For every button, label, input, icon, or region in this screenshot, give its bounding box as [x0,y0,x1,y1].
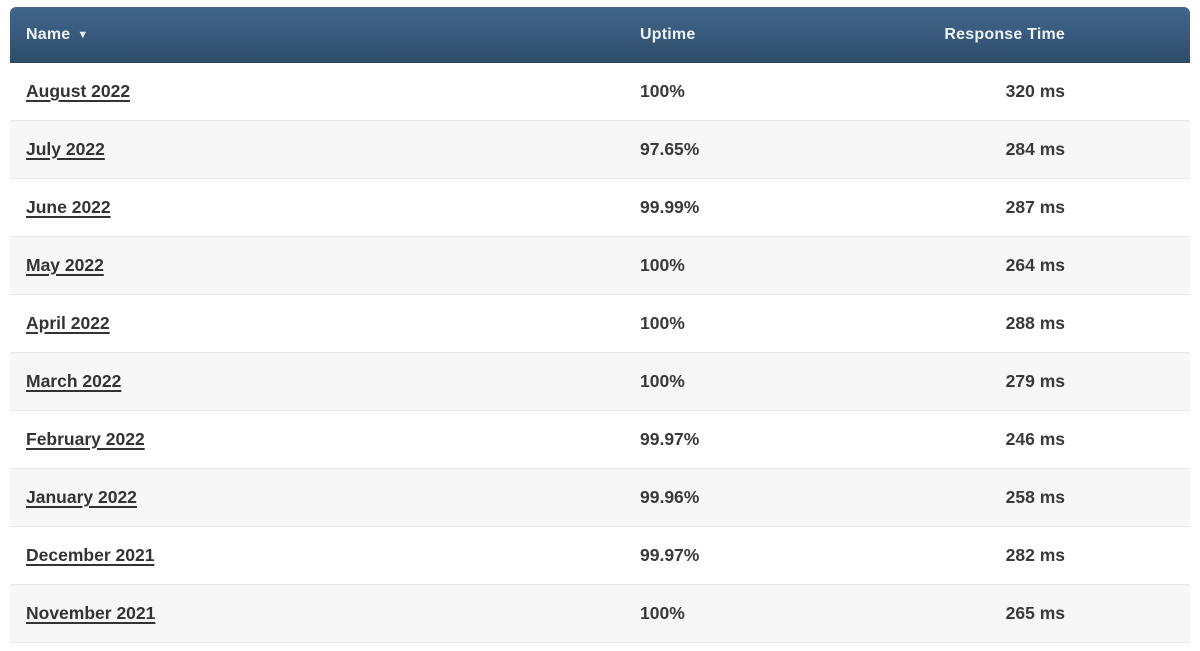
month-cell: January 2022 [10,487,640,508]
column-header-name-label: Name [26,25,71,43]
uptime-cell: 100% [640,371,685,391]
month-cell: May 2022 [10,255,640,276]
response-time-cell: 284 ms [1005,139,1065,159]
table-row: December 2021 99.97% 282 ms [10,527,1190,585]
column-header-response-time[interactable]: Response Time [944,25,1065,43]
month-link[interactable]: January 2022 [26,487,137,507]
uptime-cell: 99.97% [640,545,700,565]
table-row: August 2022 100% 320 ms [10,63,1190,121]
table-body: August 2022 100% 320 ms July 2022 97.65% 284 … [10,63,1190,643]
uptime-cell: 99.97% [640,429,700,449]
table-row: April 2022 100% 288 ms [10,295,1190,353]
uptime-cell: 100% [640,313,685,333]
table-row: January 2022 99.96% 258 ms [10,469,1190,527]
month-cell: June 2022 [10,197,640,218]
uptime-cell: 99.99% [640,197,700,217]
month-link[interactable]: April 2022 [26,313,110,333]
month-link[interactable]: August 2022 [26,81,131,101]
response-time-cell: 264 ms [1005,255,1065,275]
month-link[interactable]: December 2021 [26,545,155,565]
month-link[interactable]: February 2022 [26,429,145,449]
response-time-cell: 265 ms [1005,603,1065,623]
month-cell: April 2022 [10,313,640,334]
table-header-row: Name ▼ Uptime Response Time [10,7,1190,63]
month-link[interactable]: June 2022 [26,197,111,217]
month-cell: March 2022 [10,371,640,392]
month-cell: August 2022 [10,81,640,102]
month-cell: November 2021 [10,603,640,624]
uptime-cell: 99.96% [640,487,700,507]
uptime-history-table: Name ▼ Uptime Response Time August 2022 10… [10,7,1190,643]
column-header-uptime[interactable]: Uptime [640,25,696,43]
table-row: March 2022 100% 279 ms [10,353,1190,411]
month-cell: December 2021 [10,545,640,566]
uptime-cell: 100% [640,81,685,101]
response-time-cell: 287 ms [1005,197,1065,217]
table-row: February 2022 99.97% 246 ms [10,411,1190,469]
uptime-cell: 100% [640,603,685,623]
table-row: July 2022 97.65% 284 ms [10,121,1190,179]
month-cell: February 2022 [10,429,640,450]
table-row: May 2022 100% 264 ms [10,237,1190,295]
sort-descending-icon: ▼ [77,28,89,41]
response-time-cell: 279 ms [1005,371,1065,391]
uptime-cell: 100% [640,255,685,275]
response-time-cell: 258 ms [1005,487,1065,507]
month-cell: July 2022 [10,139,640,160]
month-link[interactable]: May 2022 [26,255,104,275]
month-link[interactable]: July 2022 [26,139,105,159]
month-link[interactable]: March 2022 [26,371,122,391]
table-row: November 2021 100% 265 ms [10,585,1190,643]
table-row: June 2022 99.99% 287 ms [10,179,1190,237]
response-time-cell: 282 ms [1005,545,1065,565]
response-time-cell: 320 ms [1005,81,1065,101]
response-time-cell: 246 ms [1005,429,1065,449]
response-time-cell: 288 ms [1005,313,1065,333]
column-header-name[interactable]: Name ▼ [10,26,640,44]
uptime-cell: 97.65% [640,139,700,159]
month-link[interactable]: November 2021 [26,603,156,623]
